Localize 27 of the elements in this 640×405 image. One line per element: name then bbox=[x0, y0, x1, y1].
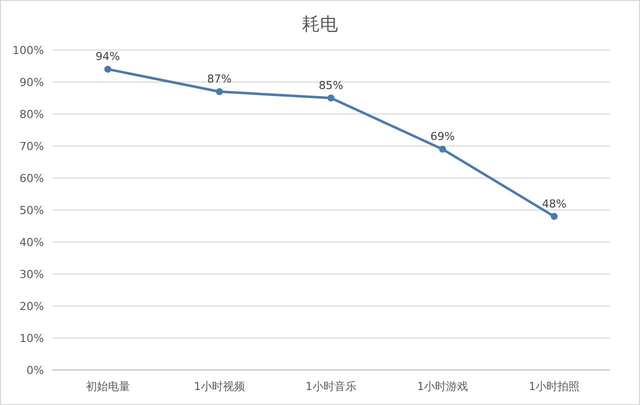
y-tick-label: 70% bbox=[20, 140, 44, 153]
data-label: 85% bbox=[318, 79, 344, 92]
y-tick-label: 50% bbox=[20, 204, 44, 217]
y-tick-label: 40% bbox=[20, 236, 44, 249]
y-tick-label: 20% bbox=[20, 300, 44, 313]
x-tick-label: 1小时视频 bbox=[194, 380, 245, 393]
data-label: 87% bbox=[207, 72, 232, 86]
x-tick-label: 初始电量 bbox=[86, 380, 130, 393]
y-tick-label: 0% bbox=[26, 364, 44, 377]
y-tick-label: 90% bbox=[20, 76, 44, 89]
point bbox=[439, 146, 446, 153]
x-tick-label: 1小时拍照 bbox=[528, 380, 580, 393]
y-tick-label: 80% bbox=[20, 108, 44, 121]
y-tick-label: 10% bbox=[20, 332, 44, 345]
x-tick-label: 1小时游戏 bbox=[417, 380, 468, 393]
point bbox=[550, 212, 558, 220]
data-label: 69% bbox=[430, 130, 455, 144]
point bbox=[216, 88, 223, 96]
point bbox=[104, 66, 112, 73]
y-tick-label: 60% bbox=[20, 172, 44, 185]
data-label: 94% bbox=[96, 50, 120, 64]
y-tick-label: 30% bbox=[20, 268, 44, 281]
chart-title: 耗电 bbox=[302, 14, 338, 35]
y-tick-label: 100% bbox=[12, 44, 44, 57]
data-label: 48% bbox=[542, 197, 566, 210]
point bbox=[328, 94, 334, 102]
x-tick-label: 1小时音乐 bbox=[306, 380, 356, 393]
